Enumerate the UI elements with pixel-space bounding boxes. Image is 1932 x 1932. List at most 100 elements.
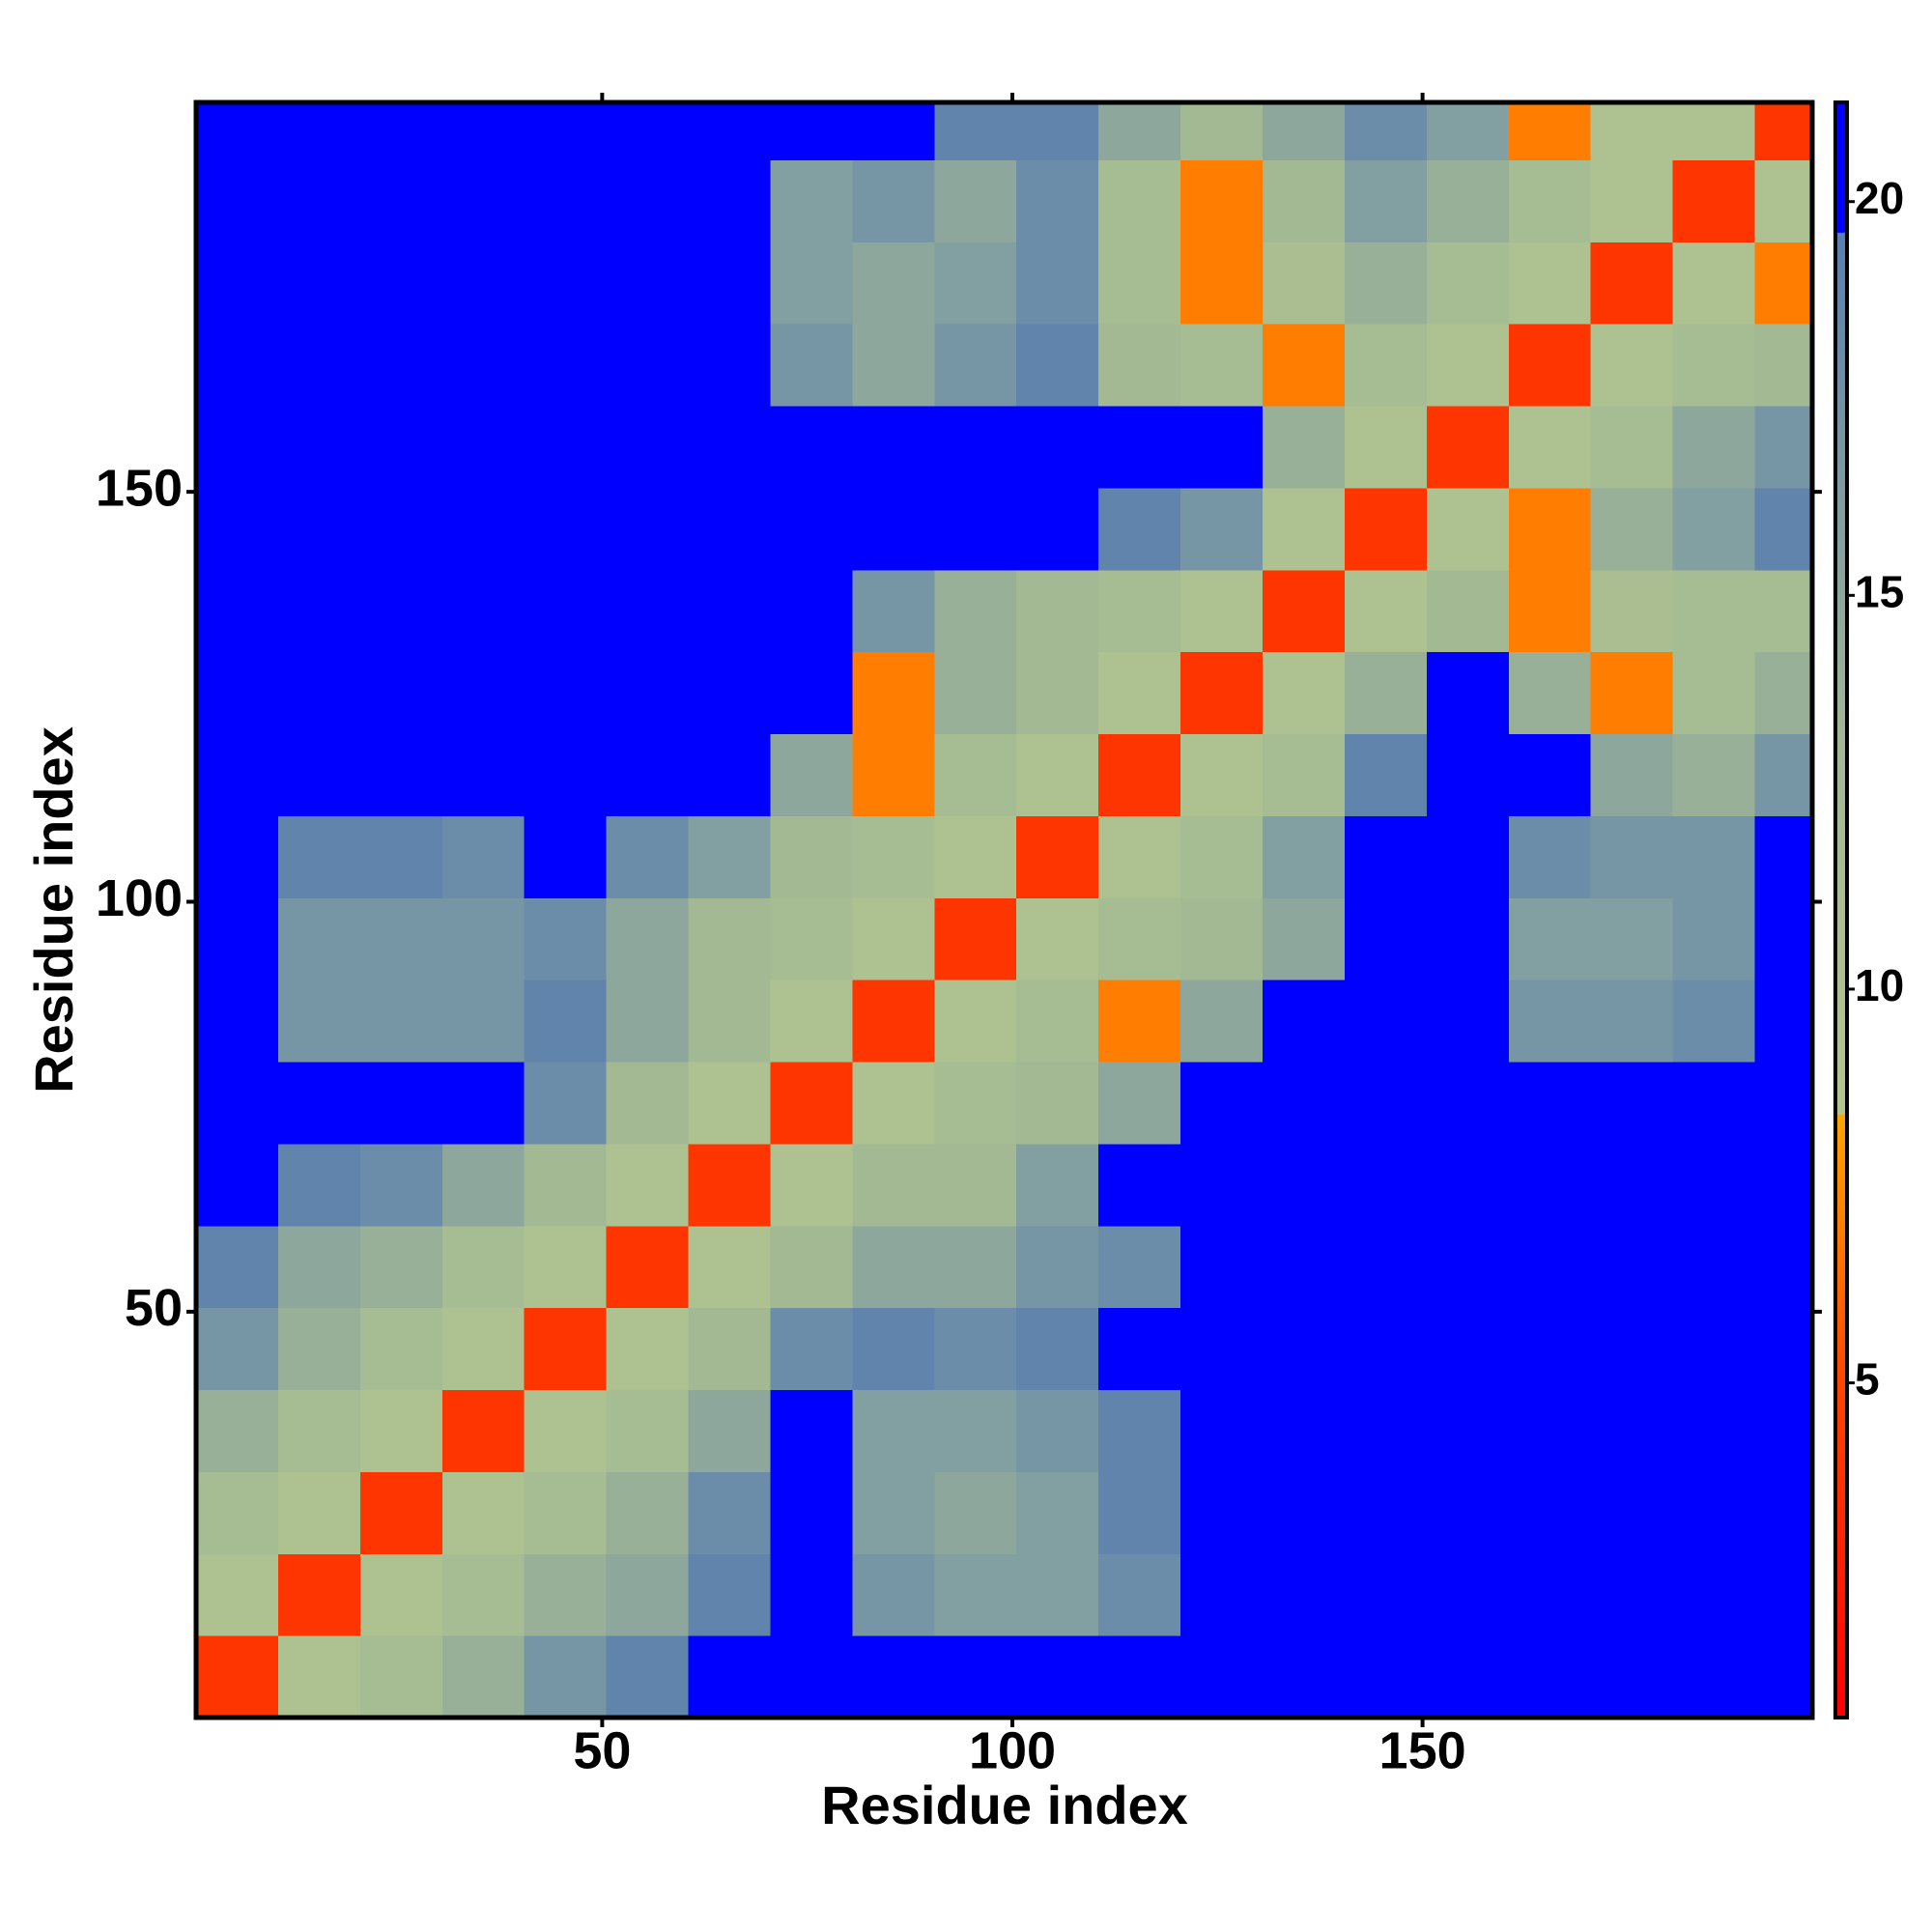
heatmap-cell: [1672, 1471, 1756, 1554]
heatmap-cell: [688, 406, 771, 489]
heatmap-cell: [441, 242, 526, 325]
heatmap-cell: [359, 1307, 443, 1391]
heatmap-cell: [770, 1553, 853, 1636]
heatmap-cell: [1672, 324, 1756, 407]
heatmap-cell: [1098, 242, 1181, 325]
heatmap-cell: [1180, 102, 1264, 160]
heatmap-cell: [1426, 651, 1510, 735]
heatmap-cell: [934, 569, 1017, 653]
heatmap-cell: [852, 159, 935, 242]
heatmap-cell: [359, 733, 443, 816]
heatmap-cell: [1344, 733, 1428, 816]
heatmap-cell: [1098, 1225, 1181, 1309]
heatmap-cell: [852, 1225, 935, 1309]
heatmap-cell: [770, 1389, 853, 1472]
heatmap-cell: [1263, 159, 1346, 242]
heatmap-cell: [1672, 406, 1756, 489]
heatmap-cell: [688, 815, 771, 898]
heatmap-cell: [688, 897, 771, 980]
y-axis-title: Residue index: [23, 726, 84, 1094]
heatmap-cell: [1263, 102, 1346, 160]
heatmap-cell: [1180, 1062, 1264, 1145]
heatmap-cell: [606, 1389, 690, 1472]
heatmap-cell: [1098, 102, 1181, 160]
heatmap-cell: [277, 242, 361, 325]
heatmap-cell: [1180, 406, 1264, 489]
heatmap-cell: [441, 569, 526, 653]
heatmap-cell: [1426, 1553, 1510, 1636]
heatmap-cell: [606, 1225, 690, 1309]
heatmap-cell: [1508, 1225, 1592, 1309]
heatmap-cell: [196, 159, 279, 242]
heatmap-cell: [359, 102, 443, 160]
heatmap-cell: [277, 733, 361, 816]
heatmap-cell: [1754, 569, 1813, 653]
heatmap-cell: [1180, 1471, 1264, 1554]
heatmap-cell: [196, 406, 279, 489]
heatmap-cell: [359, 1553, 443, 1636]
heatmap-cell: [1344, 242, 1428, 325]
heatmap-cell: [1672, 980, 1756, 1063]
heatmap-cell: [1508, 1389, 1592, 1472]
heatmap-cell: [606, 487, 690, 571]
heatmap-cell: [1344, 159, 1428, 242]
heatmap-cell: [606, 1635, 690, 1719]
heatmap-cell: [1672, 569, 1756, 653]
heatmap-cell: [1508, 1307, 1592, 1391]
heatmap-cell: [277, 1143, 361, 1227]
heatmap-cell: [1754, 1307, 1813, 1391]
heatmap-cell: [1426, 324, 1510, 407]
heatmap-cell: [1263, 406, 1346, 489]
heatmap-cell: [277, 980, 361, 1063]
heatmap-cell: [1344, 1389, 1428, 1472]
heatmap-cell: [441, 487, 526, 571]
heatmap-cell: [1426, 242, 1510, 325]
heatmap-cell: [606, 1553, 690, 1636]
heatmap-cell: [1590, 897, 1674, 980]
heatmap-cell: [1426, 1389, 1510, 1472]
colorbar: [1833, 100, 1849, 1719]
heatmap-cell: [770, 159, 853, 242]
heatmap-cell: [1426, 980, 1510, 1063]
heatmap-cell: [1754, 1635, 1813, 1719]
heatmap-cell: [1590, 324, 1674, 407]
heatmap-cell: [1016, 980, 1099, 1063]
heatmap-cell: [1098, 1143, 1181, 1227]
heatmap-cell: [196, 102, 279, 160]
heatmap-cell: [934, 1635, 1017, 1719]
heatmap-cell: [1426, 159, 1510, 242]
heatmap-cell: [524, 569, 608, 653]
heatmap-cell: [359, 1389, 443, 1472]
heatmap-cell: [1344, 487, 1428, 571]
heatmap-cell: [1672, 1062, 1756, 1145]
heatmap-cell: [524, 324, 608, 407]
heatmap-cell: [688, 733, 771, 816]
heatmap-cell: [1426, 733, 1510, 816]
heatmap-cell: [1754, 815, 1813, 898]
heatmap-cell: [1098, 569, 1181, 653]
heatmap-cell: [1263, 1143, 1346, 1227]
heatmap-cell: [1180, 1225, 1264, 1309]
heatmap-cell: [277, 1635, 361, 1719]
heatmap-cell: [1672, 1635, 1756, 1719]
heatmap-cell: [1344, 815, 1428, 898]
heatmap-cell: [277, 324, 361, 407]
heatmap-cell: [1508, 1471, 1592, 1554]
heatmap-cell: [1590, 1062, 1674, 1145]
heatmap-cell: [688, 651, 771, 735]
heatmap-cell: [1098, 1471, 1181, 1554]
heatmap-cell: [1098, 1389, 1181, 1472]
heatmap-cell: [934, 406, 1017, 489]
heatmap-cell: [688, 980, 771, 1063]
heatmap-cell: [934, 1143, 1017, 1227]
heatmap-cell: [852, 1307, 935, 1391]
heatmap-cell: [1508, 733, 1592, 816]
heatmap-cell: [1344, 980, 1428, 1063]
heatmap-cell: [277, 1225, 361, 1309]
heatmap-cell: [359, 569, 443, 653]
heatmap-cell: [1098, 733, 1181, 816]
heatmap-cell: [770, 1307, 853, 1391]
heatmap-cell: [1754, 487, 1813, 571]
heatmap-cell: [934, 159, 1017, 242]
